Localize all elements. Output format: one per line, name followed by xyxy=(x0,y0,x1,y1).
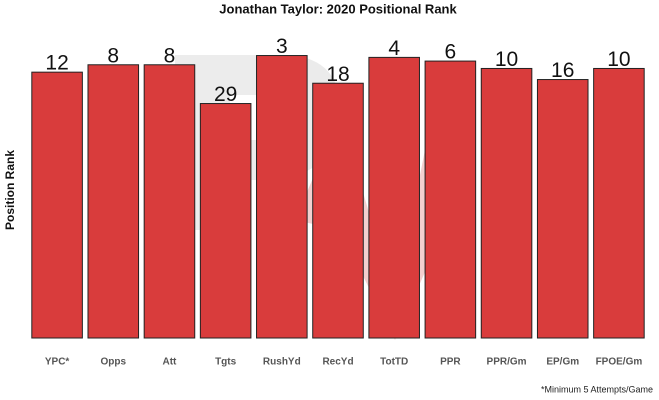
bar xyxy=(199,103,252,339)
x-tick-label: Tgts xyxy=(215,357,237,368)
value-label: 10 xyxy=(495,48,518,71)
footnote: *Minimum 5 Attempts/Game xyxy=(541,384,653,394)
bar xyxy=(31,71,83,339)
value-label: 29 xyxy=(214,83,237,106)
x-tick-label: YPC* xyxy=(45,357,70,368)
x-tick-label: RushYd xyxy=(263,357,301,368)
x-tick-label: Att xyxy=(163,357,178,368)
bar xyxy=(312,82,364,339)
value-label: 12 xyxy=(45,52,68,75)
x-tick-label: TotTD xyxy=(380,357,408,368)
value-label: 8 xyxy=(164,44,176,67)
bar xyxy=(480,67,533,339)
bar xyxy=(143,64,196,339)
value-label: 16 xyxy=(551,59,574,82)
bar xyxy=(536,79,589,339)
chart-title: Jonathan Taylor: 2020 Positional Rank xyxy=(219,1,457,16)
x-tick-label: PPR/Gm xyxy=(487,357,527,368)
x-tick-label: Opps xyxy=(100,357,126,368)
x-tick-label: PPR xyxy=(440,357,461,368)
x-tick-label: EP/Gm xyxy=(546,357,579,368)
value-label: 4 xyxy=(388,37,400,60)
bar xyxy=(87,64,140,339)
bar xyxy=(256,55,308,339)
bar xyxy=(593,67,645,339)
value-label: 18 xyxy=(326,63,349,86)
x-tick-label: FPOE/Gm xyxy=(596,357,643,368)
value-label: 10 xyxy=(607,48,630,71)
value-label: 3 xyxy=(276,35,288,58)
value-label: 6 xyxy=(445,41,457,64)
x-tick-label: RecYd xyxy=(322,357,353,368)
value-label: 8 xyxy=(107,44,119,67)
bar xyxy=(368,56,420,339)
y-axis-label: Position Rank xyxy=(3,150,17,230)
bar xyxy=(424,60,477,339)
